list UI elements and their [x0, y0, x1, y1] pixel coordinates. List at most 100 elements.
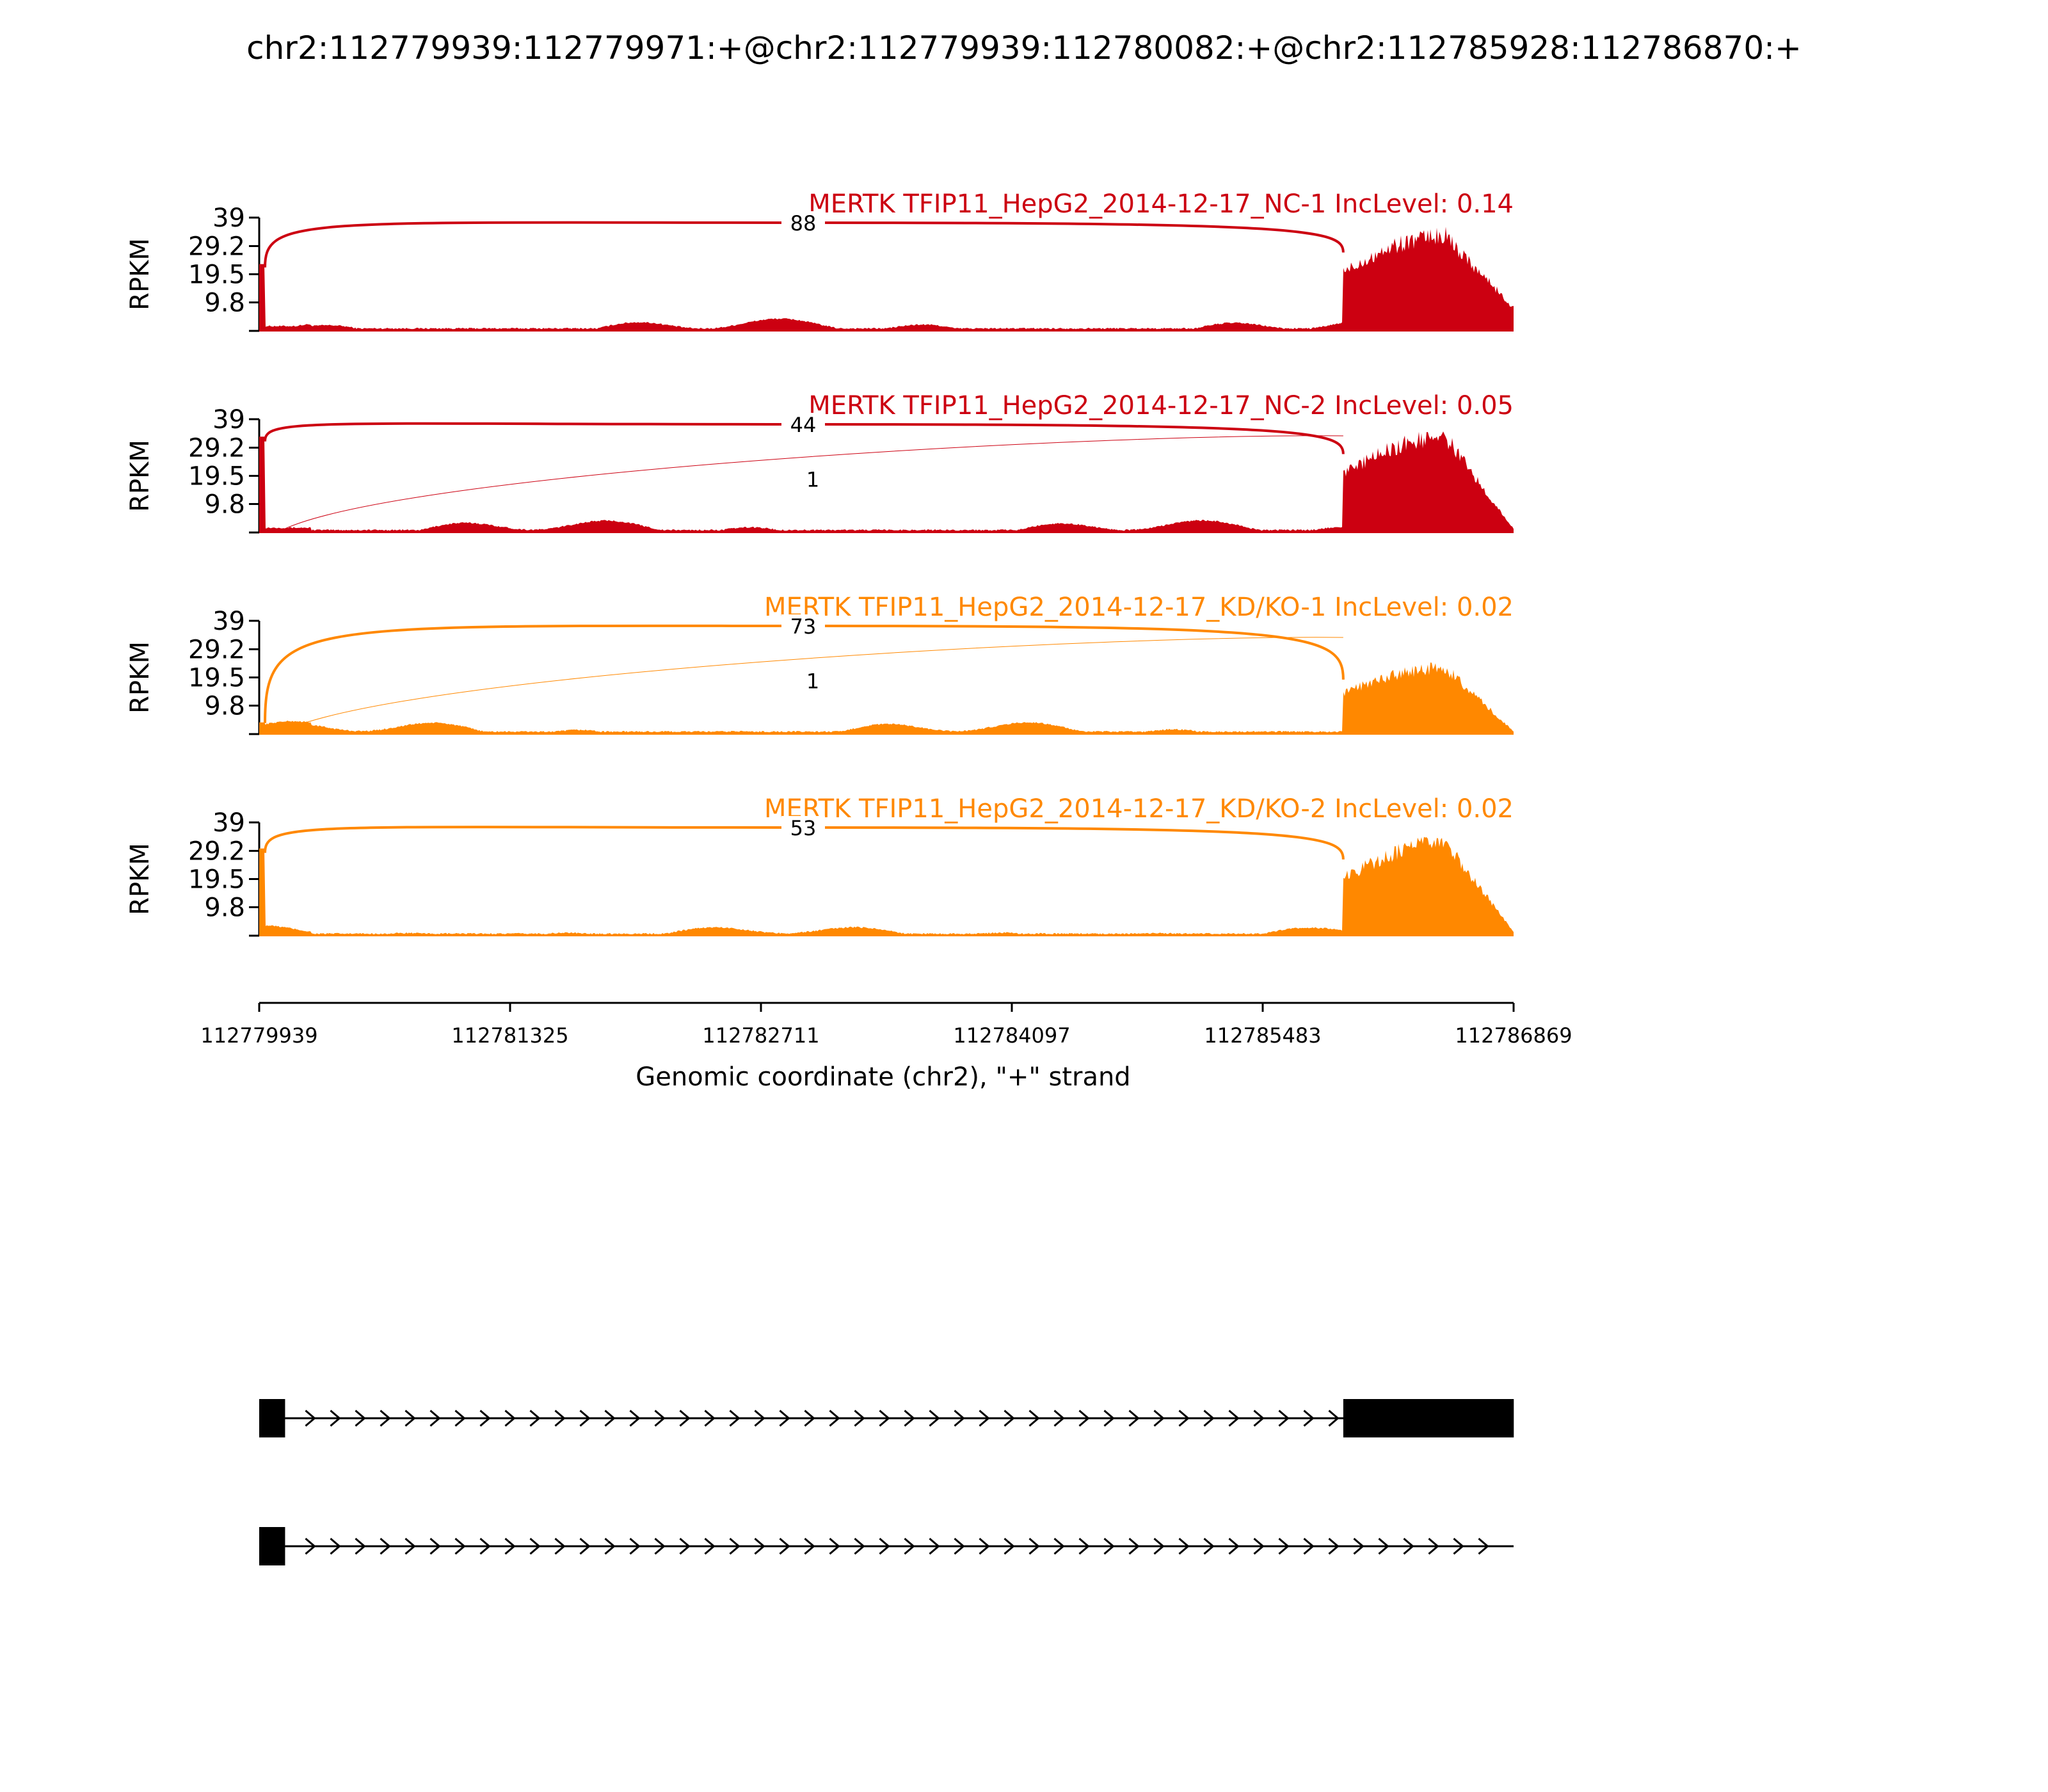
x-tick-label: 112781325	[451, 1023, 568, 1048]
strand-chevron	[330, 1409, 341, 1427]
strand-chevron	[1053, 1409, 1065, 1427]
strand-chevron	[904, 1409, 915, 1427]
strand-chevron	[704, 1409, 716, 1427]
strand-chevron	[454, 1537, 466, 1555]
strand-chevron	[779, 1409, 790, 1427]
strand-chevron	[579, 1537, 591, 1555]
x-tick-label: 112784097	[953, 1023, 1070, 1048]
coverage-tracks: MERTK TFIP11_HepG2_2014-12-17_NC-1 IncLe…	[125, 189, 1514, 937]
strand-chevron	[1253, 1409, 1265, 1427]
strand-chevron	[979, 1537, 990, 1555]
strand-chevron	[829, 1537, 840, 1555]
track-title: MERTK TFIP11_HepG2_2014-12-17_NC-1 IncLe…	[808, 189, 1514, 219]
junction-arc	[285, 637, 1343, 731]
junction-label-bg	[791, 669, 835, 692]
y-tick-label: 9.8	[204, 289, 245, 318]
exon-block	[259, 1399, 285, 1437]
junction-count-label: 73	[790, 614, 817, 639]
junction-count-label: 1	[806, 467, 819, 492]
y-axis-label: RPKM	[125, 843, 155, 915]
strand-chevron	[679, 1409, 691, 1427]
strand-chevron	[579, 1409, 591, 1427]
y-axis-label: RPKM	[125, 238, 155, 310]
exon-block	[259, 1527, 285, 1565]
junction-label-bg	[781, 816, 825, 839]
x-tick-label: 112786869	[1455, 1023, 1572, 1048]
y-axis-label: RPKM	[125, 641, 155, 714]
strand-chevron	[529, 1537, 541, 1555]
x-axis-label: Genomic coordinate (chr2), "+" strand	[636, 1062, 1130, 1092]
y-tick-label: 29.2	[188, 635, 245, 664]
strand-chevron	[1053, 1537, 1065, 1555]
strand-chevron	[1004, 1537, 1015, 1555]
y-tick-label: 39	[212, 405, 245, 435]
track-4: MERTK TFIP11_HepG2_2014-12-17_KD/KO-2 In…	[125, 794, 1514, 937]
y-tick-label: 19.5	[188, 462, 245, 492]
strand-chevron	[854, 1409, 865, 1427]
strand-chevron	[554, 1537, 566, 1555]
strand-chevron	[929, 1409, 940, 1427]
strand-chevron	[1253, 1537, 1265, 1555]
strand-chevron	[1328, 1409, 1340, 1427]
strand-chevron	[904, 1537, 915, 1555]
strand-chevron	[1153, 1409, 1165, 1427]
y-tick-label: 19.5	[188, 865, 245, 895]
junction-label-bg	[781, 614, 825, 637]
strand-chevron	[554, 1409, 566, 1427]
strand-chevron	[979, 1409, 990, 1427]
strand-chevron	[529, 1409, 541, 1427]
strand-chevron	[879, 1409, 890, 1427]
strand-chevron	[1128, 1537, 1140, 1555]
strand-chevron	[1278, 1409, 1290, 1427]
y-tick-label: 9.8	[204, 692, 245, 721]
strand-chevron	[1228, 1409, 1240, 1427]
strand-chevron	[804, 1537, 815, 1555]
junction-label-bg	[781, 211, 825, 234]
y-tick-label: 29.2	[188, 836, 245, 866]
strand-chevron	[1178, 1537, 1190, 1555]
strand-chevron	[1303, 1409, 1315, 1427]
strand-chevron	[454, 1409, 466, 1427]
y-tick-label: 39	[212, 607, 245, 636]
strand-chevron	[330, 1537, 341, 1555]
strand-chevron	[1004, 1409, 1015, 1427]
strand-chevron	[879, 1537, 890, 1555]
y-tick-label: 29.2	[188, 232, 245, 261]
coverage-area	[259, 227, 1514, 331]
strand-chevron	[1153, 1537, 1165, 1555]
track-title: MERTK TFIP11_HepG2_2014-12-17_KD/KO-2 In…	[764, 794, 1514, 824]
strand-chevron	[305, 1537, 316, 1555]
x-tick-label: 112785483	[1204, 1023, 1321, 1048]
exon-block	[1343, 1399, 1514, 1437]
track-title: MERTK TFIP11_HepG2_2014-12-17_KD/KO-1 In…	[764, 593, 1514, 622]
x-tick-label: 112782711	[702, 1023, 819, 1048]
strand-chevron	[679, 1537, 691, 1555]
strand-chevron	[804, 1409, 815, 1427]
strand-chevron	[604, 1409, 616, 1427]
strand-chevron	[1303, 1537, 1315, 1555]
strand-chevron	[1178, 1409, 1190, 1427]
strand-chevron	[1353, 1537, 1364, 1555]
strand-chevron	[1028, 1409, 1040, 1427]
strand-chevron	[779, 1537, 790, 1555]
strand-chevron	[1403, 1537, 1414, 1555]
strand-chevron	[380, 1409, 391, 1427]
strand-chevron	[1128, 1409, 1140, 1427]
strand-chevron	[380, 1537, 391, 1555]
y-tick-label: 39	[212, 204, 245, 233]
isoform-2	[259, 1527, 1514, 1565]
strand-chevron	[1103, 1537, 1115, 1555]
strand-chevron	[754, 1409, 765, 1427]
strand-chevron	[355, 1409, 366, 1427]
strand-chevron	[929, 1537, 940, 1555]
strand-chevron	[479, 1537, 491, 1555]
strand-chevron	[704, 1537, 716, 1555]
strand-chevron	[1328, 1537, 1340, 1555]
track-3: MERTK TFIP11_HepG2_2014-12-17_KD/KO-1 In…	[125, 593, 1514, 735]
isoform-models	[259, 1399, 1514, 1565]
strand-chevron	[1478, 1537, 1489, 1555]
strand-chevron	[604, 1537, 616, 1555]
strand-chevron	[1378, 1537, 1389, 1555]
strand-chevron	[429, 1537, 441, 1555]
